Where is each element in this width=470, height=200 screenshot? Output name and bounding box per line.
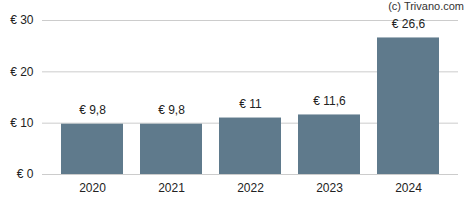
svg-text:€ 30: € 30 bbox=[10, 13, 34, 27]
svg-text:2020: 2020 bbox=[79, 181, 106, 195]
svg-text:€ 9,8: € 9,8 bbox=[158, 103, 185, 117]
svg-text:2023: 2023 bbox=[316, 181, 343, 195]
svg-text:2024: 2024 bbox=[395, 181, 422, 195]
html-text:(c) Trivano.com: (c) Trivano.com bbox=[388, 0, 464, 12]
svg-text:€ 10: € 10 bbox=[10, 116, 34, 130]
svg-text:€ 26,6: € 26,6 bbox=[392, 17, 426, 31]
svg-text:€ 20: € 20 bbox=[10, 65, 34, 79]
svg-text:€ 0: € 0 bbox=[17, 167, 34, 181]
svg-text:2021: 2021 bbox=[158, 181, 185, 195]
svg-text:€ 11: € 11 bbox=[239, 97, 262, 111]
svg-text:2022: 2022 bbox=[237, 181, 264, 195]
svg-text:€ 11,6: € 11,6 bbox=[313, 94, 346, 108]
svg-text:€ 9,8: € 9,8 bbox=[79, 103, 106, 117]
